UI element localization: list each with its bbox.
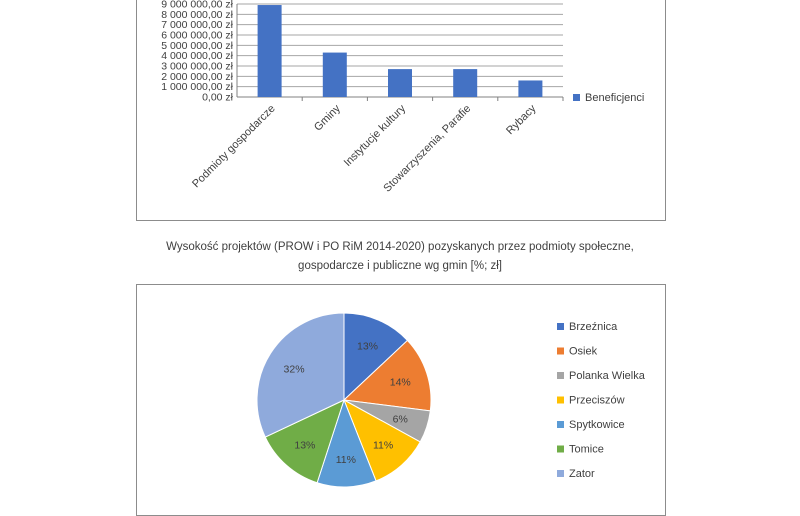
- legend-swatch: [557, 347, 564, 355]
- bar-chart-svg: 0,00 zł1 000 000,00 zł2 000 000,00 zł3 0…: [161, 0, 644, 195]
- legend-swatch: [573, 94, 580, 101]
- y-tick-label: 9 000 000,00 zł: [161, 0, 233, 11]
- y-tick-label: 2 000 000,00 zł: [161, 71, 233, 83]
- pie-slice: [342, 339, 432, 412]
- x-category-label: Instytucje kultury: [342, 102, 409, 169]
- bar: [453, 69, 478, 97]
- pie-value-label: 13%: [294, 439, 315, 451]
- legend-swatch: [557, 470, 564, 477]
- pie-value-label: 14%: [390, 377, 411, 389]
- bar: [322, 52, 347, 97]
- legend-label: Polanka Wielka: [569, 370, 646, 382]
- y-tick-label: 7 000 000,00 zł: [161, 19, 233, 31]
- legend-label: Beneficjenci: [585, 92, 644, 104]
- legend-swatch: [557, 372, 564, 379]
- pie-value-label: 6%: [393, 413, 408, 425]
- pie-slice: [343, 312, 409, 402]
- legend-swatch: [557, 396, 564, 404]
- bar-chart-area: 0,00 zł 1 000 000,00 zł 2 000 000,00 zł 3 0…: [136, 0, 666, 221]
- y-tick-label: 6 000 000,00 zł: [161, 30, 233, 42]
- x-category-label: Gminy: [312, 102, 343, 133]
- pie-value-label: 32%: [284, 363, 305, 375]
- legend-label: Spytkowice: [569, 419, 625, 431]
- legend-label: Tomice: [569, 444, 604, 456]
- pie-value-label: 11%: [373, 439, 393, 451]
- legend-label: Zator: [569, 468, 595, 480]
- y-tick-label: 4 000 000,00 zł: [161, 50, 233, 62]
- pie-chart-area: 13% 14% 6% 11% 11% 13% 32% Brzeźnica Osiek Polank…: [136, 284, 666, 516]
- pie-value-label: 11%: [336, 454, 356, 466]
- legend-label: Osiek: [569, 346, 598, 358]
- y-tick-label: 1 000 000,00 zł: [161, 81, 233, 93]
- caption-line-2: gospodarcze i publiczne wg gmin [%; zł]: [298, 260, 502, 272]
- legend-label: Przeciszów: [569, 395, 625, 407]
- legend-swatch: [557, 445, 564, 453]
- pie-slice: [264, 399, 345, 484]
- legend-swatch: [557, 323, 564, 330]
- x-category-label: Rybacy: [504, 102, 539, 137]
- caption-line-1: Wysokość projektów (PROW i PO RiM 2014-2…: [166, 241, 634, 253]
- y-tick-label: 8 000 000,00 zł: [161, 9, 233, 21]
- pie-chart-svg: 13% 14% 6% 11% 11% 13% 32% Brzeźnica Osiek Polank…: [256, 312, 646, 488]
- pie-slice: [256, 312, 345, 438]
- y-tick-label: 5 000 000,00 zł: [161, 40, 233, 52]
- pie-value-label: 13%: [357, 341, 378, 353]
- legend-swatch: [557, 421, 564, 428]
- bar: [388, 69, 412, 97]
- y-tick-label: 3 000 000,00 zł: [161, 61, 233, 73]
- legend-label: Brzeźnica: [569, 321, 618, 333]
- bar: [518, 80, 543, 97]
- pie-chart-caption: Wysokość projektów (PROW i PO RiM 2014-2…: [0, 238, 800, 276]
- x-category-label: Podmioty gospodarcze: [190, 103, 278, 191]
- y-tick-label: 0,00 zł: [202, 92, 234, 104]
- bar: [257, 5, 282, 98]
